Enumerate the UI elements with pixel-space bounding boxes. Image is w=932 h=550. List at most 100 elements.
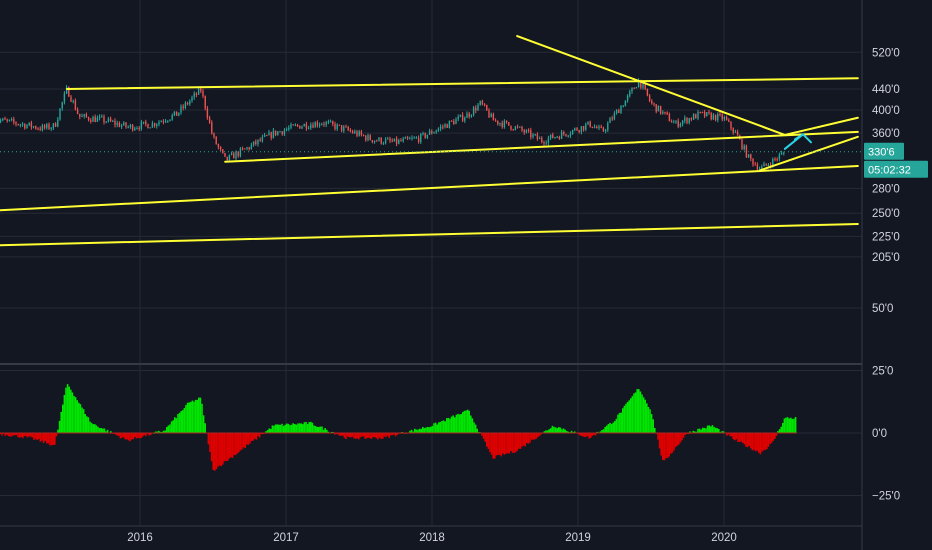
histogram-bar	[327, 431, 330, 433]
candle-body	[618, 110, 620, 114]
candle-body	[171, 114, 173, 120]
histogram-bar	[588, 433, 590, 439]
histogram-bar	[300, 423, 302, 433]
histogram-bar	[510, 433, 512, 452]
histogram-bar	[228, 433, 230, 459]
histogram-bar	[676, 433, 678, 446]
histogram-bar	[137, 433, 139, 439]
histogram-bar	[514, 433, 517, 453]
candle-body	[316, 122, 319, 126]
histogram-bar	[386, 433, 389, 436]
candle-body	[294, 124, 297, 126]
histogram-bar	[620, 412, 622, 433]
candle-body	[413, 137, 415, 139]
trend-line[interactable]	[0, 223, 859, 247]
candle-body	[307, 127, 310, 129]
trend-line[interactable]	[0, 164, 859, 212]
candle-body	[688, 118, 690, 123]
trend-line[interactable]	[66, 77, 859, 90]
histogram-bar	[207, 433, 210, 445]
histogram-bar	[790, 417, 792, 433]
histogram-bar	[345, 433, 347, 440]
histogram-bar	[212, 433, 214, 470]
histogram-bar	[362, 433, 365, 437]
candle-body	[180, 106, 182, 113]
trend-line[interactable]	[224, 130, 859, 163]
candle-body	[717, 113, 719, 121]
candle-body	[651, 100, 653, 104]
histogram-bar	[498, 433, 501, 455]
histogram-bar	[782, 422, 784, 433]
candle-body	[224, 152, 226, 157]
candle-body	[640, 79, 642, 88]
histogram-bar	[412, 431, 414, 433]
candle-body	[219, 146, 222, 150]
histogram-bar	[529, 433, 531, 443]
candle-body	[301, 126, 303, 129]
candle-body	[657, 105, 660, 112]
candle-body	[285, 129, 288, 131]
candle-body	[464, 117, 466, 121]
histogram-bar	[420, 428, 422, 433]
histogram-bar	[559, 427, 562, 433]
candle-body	[244, 148, 246, 150]
candle-body	[725, 117, 728, 121]
candle-body	[101, 116, 103, 118]
histogram-bar	[52, 433, 54, 445]
trend-lines[interactable]	[0, 35, 862, 247]
histogram-bar	[84, 414, 86, 433]
histogram-bar	[186, 402, 189, 433]
candle-body	[211, 122, 213, 134]
histogram-bar	[610, 423, 613, 433]
histogram-bar	[249, 433, 251, 444]
histogram-bar	[292, 423, 294, 433]
candle-body	[675, 120, 677, 123]
trend-line[interactable]	[759, 135, 859, 172]
histogram-bar	[753, 433, 755, 450]
histogram-bar	[450, 416, 453, 433]
histogram-bar	[630, 398, 632, 433]
histogram-bar	[266, 430, 269, 433]
candle-body	[677, 120, 679, 127]
price-tick-label: 360'0	[872, 128, 900, 140]
histogram-bar	[170, 421, 173, 433]
histogram-bar	[434, 422, 437, 433]
candle-body	[134, 128, 136, 131]
histogram-bar	[358, 433, 360, 440]
candle-body	[162, 121, 165, 123]
histogram-bar	[554, 427, 557, 433]
histogram-bar	[73, 395, 75, 433]
histogram-bar	[23, 433, 26, 436]
candle-body	[380, 137, 382, 144]
trend-line[interactable]	[783, 116, 859, 136]
candle-body	[336, 124, 338, 129]
histogram-bar	[372, 433, 374, 438]
candle-body	[604, 129, 607, 132]
histogram-bar	[545, 430, 547, 433]
histogram-bar	[561, 429, 563, 433]
histogram-bar	[303, 422, 306, 433]
histogram-bar	[306, 424, 309, 433]
candle-body	[699, 111, 701, 113]
candle-body	[774, 158, 776, 160]
trend-line[interactable]	[516, 35, 786, 136]
candle-body	[549, 134, 552, 139]
candle-body	[565, 134, 567, 136]
candle-body	[631, 88, 633, 92]
candle-body	[554, 137, 556, 139]
price-tick-label: 400'0	[872, 105, 900, 117]
candle-body	[756, 164, 759, 170]
candle-body	[655, 104, 657, 112]
histogram-bar	[49, 433, 51, 446]
candle-body	[393, 138, 396, 142]
histogram-bar	[764, 433, 766, 450]
histogram-bar	[12, 433, 14, 436]
histogram-bar	[494, 433, 496, 459]
histogram-bar	[769, 433, 771, 445]
histogram-bar	[783, 418, 786, 433]
histogram-bar	[449, 418, 451, 433]
candle-body	[349, 130, 352, 132]
histogram-bar	[68, 386, 70, 433]
candle-body	[360, 131, 363, 135]
